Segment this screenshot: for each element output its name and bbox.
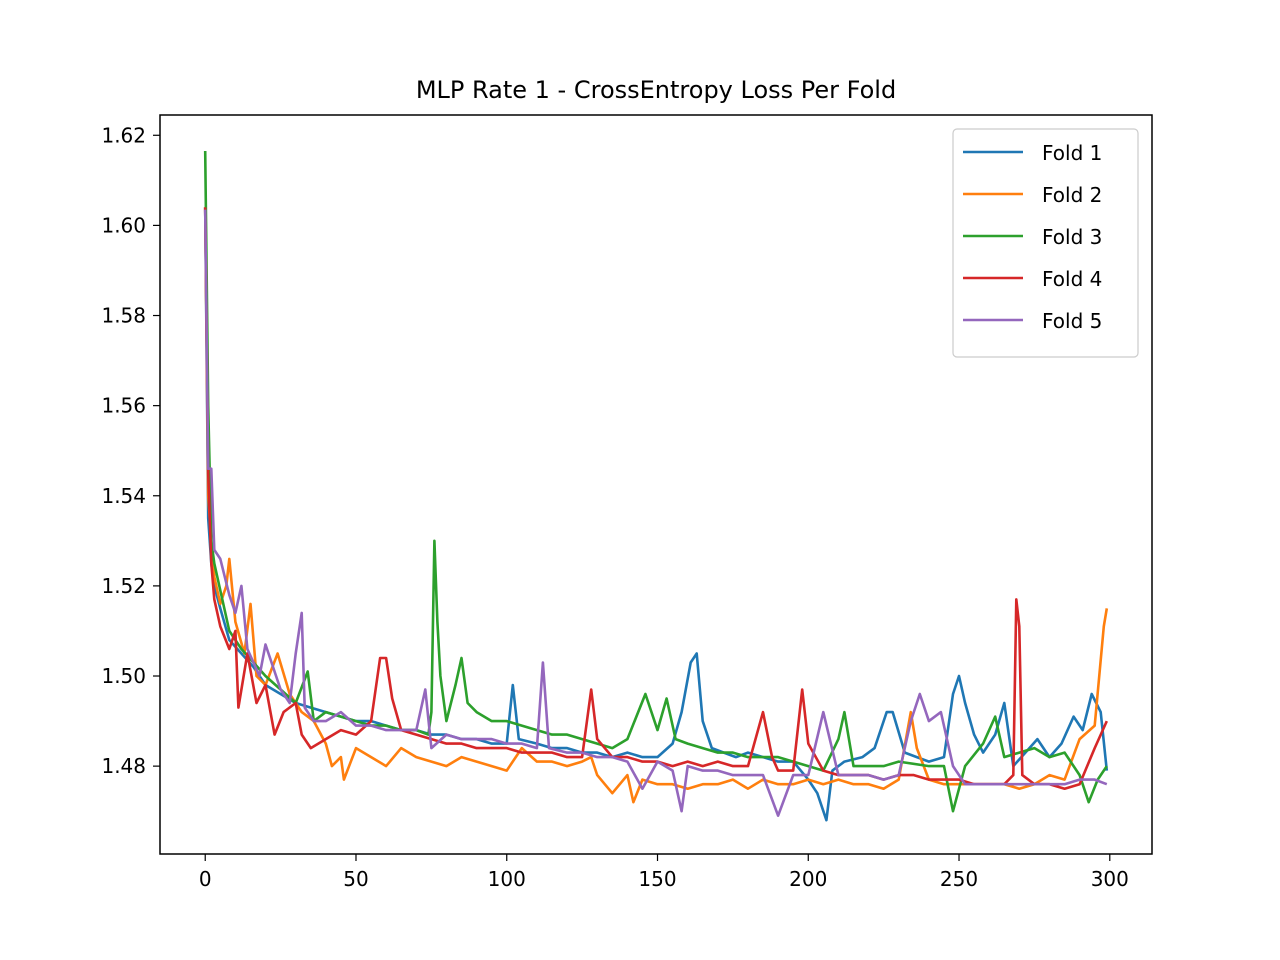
axes-frame: [159, 114, 1153, 855]
chart-title: MLP Rate 1 - CrossEntropy Loss Per Fold: [416, 76, 896, 104]
x-tick-label: 0: [199, 867, 212, 891]
y-tick-label: 1.52: [101, 574, 146, 598]
legend-label-fold-2: Fold 2: [1042, 183, 1102, 207]
plot-lines: [203, 150, 1109, 822]
x-tick-label: 150: [638, 867, 676, 891]
y-tick-label: 1.48: [101, 754, 146, 778]
x-tick-label: 50: [343, 867, 368, 891]
y-axis: 1.48 1.50 1.52 1.54 1.56 1.58 1.60 1.62: [101, 123, 160, 778]
series-line-fold-2: [203, 207, 1109, 804]
legend-label-fold-4: Fold 4: [1042, 267, 1102, 291]
y-tick-label: 1.58: [101, 304, 146, 328]
y-tick-label: 1.56: [101, 394, 146, 418]
legend-label-fold-5: Fold 5: [1042, 309, 1102, 333]
y-tick-label: 1.54: [101, 484, 146, 508]
legend: Fold 1 Fold 2 Fold 3 Fold 4 Fold 5: [952, 128, 1139, 358]
x-axis: 0 50 100 150 200 250 300: [199, 854, 1129, 891]
x-tick-label: 200: [789, 867, 827, 891]
y-tick-label: 1.50: [101, 664, 146, 688]
y-tick-label: 1.62: [101, 123, 146, 147]
y-tick-label: 1.60: [101, 213, 146, 237]
x-tick-label: 250: [940, 867, 978, 891]
series-line-fold-3: [203, 150, 1108, 813]
legend-label-fold-3: Fold 3: [1042, 225, 1102, 249]
series-line-fold-5: [203, 209, 1108, 817]
x-tick-label: 300: [1091, 867, 1129, 891]
x-tick-label: 100: [488, 867, 526, 891]
legend-label-fold-1: Fold 1: [1042, 141, 1102, 165]
legend-box: [952, 128, 1139, 358]
